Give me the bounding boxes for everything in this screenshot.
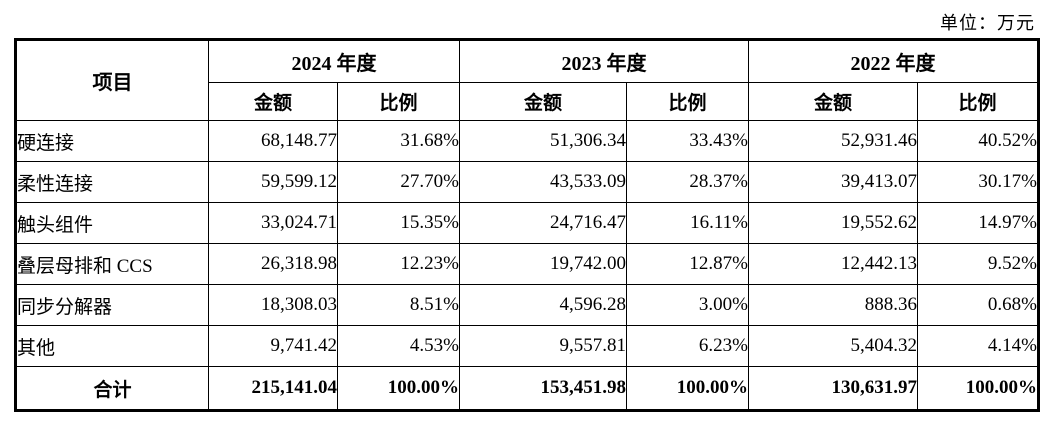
amount-cell: 68,148.77 (208, 120, 338, 162)
ratio-cell: 30.17% (917, 161, 1039, 203)
column-header-ratio-2024: 比例 (337, 82, 460, 121)
ratio-cell: 15.35% (337, 202, 460, 244)
table-row: 其他 9,741.42 4.53% 9,557.81 6.23% 5,404.3… (15, 325, 1039, 367)
amount-cell: 52,931.46 (748, 120, 918, 162)
table-row: 硬连接 68,148.77 31.68% 51,306.34 33.43% 52… (15, 120, 1039, 162)
amount-cell: 5,404.32 (748, 325, 918, 367)
column-header-ratio-2022: 比例 (917, 82, 1039, 121)
row-label: 同步分解器 (15, 284, 209, 326)
table-row: 柔性连接 59,599.12 27.70% 43,533.09 28.37% 3… (15, 161, 1039, 203)
total-amount-cell: 130,631.97 (748, 366, 918, 411)
ratio-cell: 12.23% (337, 243, 460, 285)
table-row: 触头组件 33,024.71 15.35% 24,716.47 16.11% 1… (15, 202, 1039, 244)
amount-cell: 12,442.13 (748, 243, 918, 285)
column-header-amount-2023: 金额 (459, 82, 627, 121)
header-row-subcolumns: 金额 比例 金额 比例 金额 比例 (16, 82, 1039, 121)
header-row-years: 项目 2024 年度 2023 年度 2022 年度 (15, 39, 1039, 121)
revenue-composition-table: 项目 2024 年度 2023 年度 2022 年度 金额 比例 金额 比例 金… (14, 38, 1040, 412)
row-label: 硬连接 (15, 120, 209, 162)
ratio-cell: 0.68% (917, 284, 1039, 326)
ratio-cell: 27.70% (337, 161, 460, 203)
amount-cell: 9,557.81 (459, 325, 627, 367)
row-label: 其他 (15, 325, 209, 367)
column-header-year-2023: 2023 年度 (459, 39, 749, 83)
ratio-cell: 28.37% (626, 161, 749, 203)
ratio-cell: 14.97% (917, 202, 1039, 244)
ratio-cell: 3.00% (626, 284, 749, 326)
ratio-cell: 6.23% (626, 325, 749, 367)
column-header-item: 项目 (15, 39, 209, 121)
amount-cell: 19,552.62 (748, 202, 918, 244)
ratio-cell: 8.51% (337, 284, 460, 326)
column-header-amount-2022: 金额 (748, 82, 918, 121)
row-label: 柔性连接 (15, 161, 209, 203)
amount-cell: 43,533.09 (459, 161, 627, 203)
amount-cell: 39,413.07 (748, 161, 918, 203)
total-amount-cell: 153,451.98 (459, 366, 627, 411)
ratio-cell: 4.14% (917, 325, 1039, 367)
amount-cell: 33,024.71 (208, 202, 338, 244)
column-header-ratio-2023: 比例 (626, 82, 749, 121)
total-ratio-cell: 100.00% (337, 366, 460, 411)
total-row: 合计 215,141.04 100.00% 153,451.98 100.00%… (15, 366, 1039, 411)
amount-cell: 18,308.03 (208, 284, 338, 326)
ratio-cell: 33.43% (626, 120, 749, 162)
ratio-cell: 31.68% (337, 120, 460, 162)
amount-cell: 51,306.34 (459, 120, 627, 162)
column-header-year-2022: 2022 年度 (748, 39, 1039, 83)
total-ratio-cell: 100.00% (917, 366, 1039, 411)
amount-cell: 26,318.98 (208, 243, 338, 285)
ratio-cell: 16.11% (626, 202, 749, 244)
amount-cell: 24,716.47 (459, 202, 627, 244)
total-amount-cell: 215,141.04 (208, 366, 338, 411)
amount-cell: 19,742.00 (459, 243, 627, 285)
amount-cell: 9,741.42 (208, 325, 338, 367)
ratio-cell: 40.52% (917, 120, 1039, 162)
amount-cell: 4,596.28 (459, 284, 627, 326)
ratio-cell: 4.53% (337, 325, 460, 367)
amount-cell: 59,599.12 (208, 161, 338, 203)
total-ratio-cell: 100.00% (626, 366, 749, 411)
total-row-label: 合计 (15, 366, 209, 411)
ratio-cell: 9.52% (917, 243, 1039, 285)
ratio-cell: 12.87% (626, 243, 749, 285)
column-header-year-2024: 2024 年度 (208, 39, 460, 83)
column-header-amount-2024: 金额 (208, 82, 338, 121)
row-label: 叠层母排和 CCS (15, 243, 209, 285)
table-row: 同步分解器 18,308.03 8.51% 4,596.28 3.00% 888… (15, 284, 1039, 326)
table-row: 叠层母排和 CCS 26,318.98 12.23% 19,742.00 12.… (15, 243, 1039, 285)
row-label: 触头组件 (15, 202, 209, 244)
unit-label: 单位：万元 (940, 13, 1035, 33)
amount-cell: 888.36 (748, 284, 918, 326)
